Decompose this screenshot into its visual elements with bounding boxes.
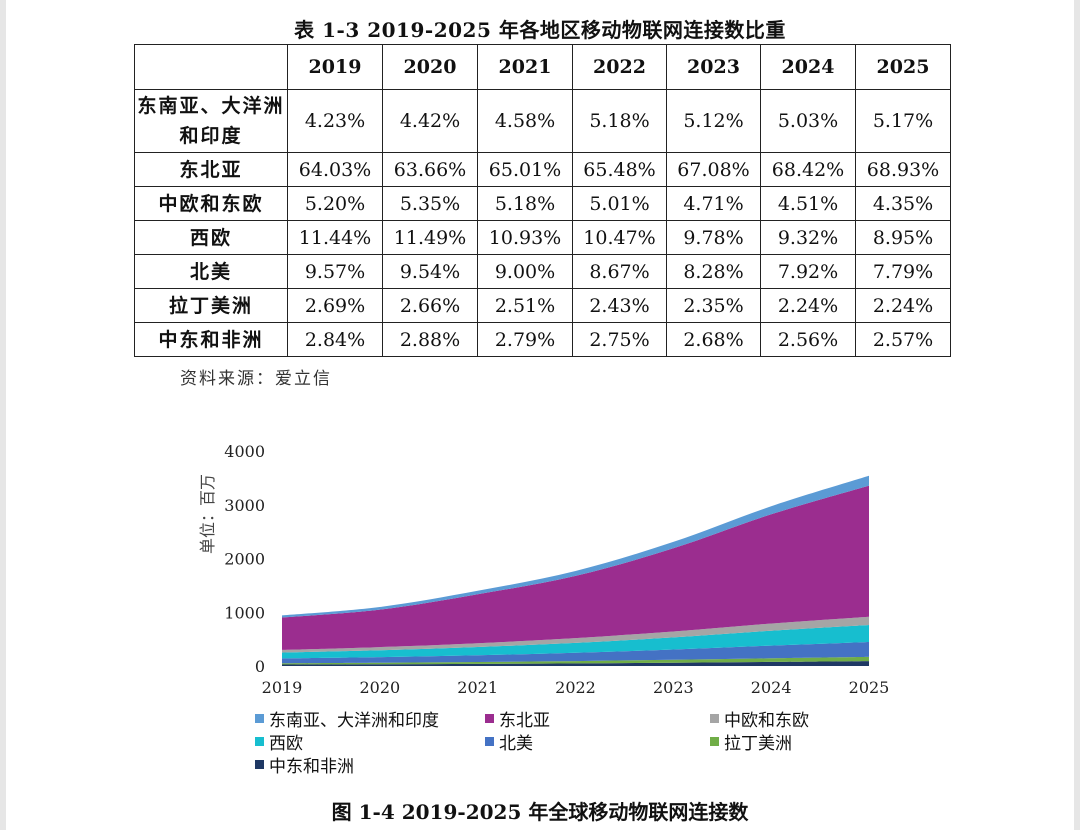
x-tick-label: 2021 [457,678,498,697]
value-cell: 67.08% [666,152,761,187]
value-cell: 63.66% [382,152,478,187]
value-cell: 5.18% [477,186,573,221]
legend-swatch [710,737,719,746]
region-cell: 西欧 [134,220,288,255]
value-cell: 2.43% [572,288,667,323]
legend-swatch [710,714,719,723]
value-cell: 5.17% [855,89,951,153]
table-row: 北美 9.57% 9.54% 9.00% 8.67% 8.28% 7.92% 7… [134,254,951,289]
table-source-note: 资料来源：爱立信 [180,369,332,389]
value-cell: 2.68% [666,322,761,357]
area-series [282,656,869,665]
table-row: 东南亚、大洋洲和印度 4.23% 4.42% 4.58% 5.18% 5.12%… [134,89,951,153]
value-cell: 2.79% [477,322,573,357]
value-cell: 5.18% [572,89,667,153]
value-cell: 11.49% [382,220,478,255]
table-header-cell: 2019 [287,44,383,90]
x-tick-label: 2023 [653,678,694,697]
value-cell: 10.93% [477,220,573,255]
legend-swatch [255,737,264,746]
value-cell: 2.75% [572,322,667,357]
legend-item: 拉丁美洲 [710,729,792,754]
y-tick-label: 4000 [224,442,265,461]
value-cell: 4.23% [287,89,383,153]
value-cell: 2.24% [855,288,951,323]
value-cell: 8.95% [855,220,951,255]
value-cell: 2.69% [287,288,383,323]
area-series [282,485,869,650]
x-tick-label: 2022 [555,678,596,697]
x-tick-label: 2025 [849,678,890,697]
value-cell: 68.42% [760,152,856,187]
value-cell: 2.56% [760,322,856,357]
legend-label: 西欧 [269,734,303,754]
area-series [282,616,869,653]
area-series [282,661,869,666]
legend-label: 北美 [499,734,533,754]
page-edge-right [1074,0,1080,830]
table-row: 中东和非洲 2.84% 2.88% 2.79% 2.75% 2.68% 2.56… [134,322,951,357]
legend-item: 中东和非洲 [255,752,354,777]
value-cell: 2.88% [382,322,478,357]
value-cell: 5.03% [760,89,856,153]
table-row: 东北亚 64.03% 63.66% 65.01% 65.48% 67.08% 6… [134,152,951,187]
table-header-cell: 2021 [477,44,573,90]
legend-item: 东北亚 [485,706,550,731]
area-series [282,642,869,664]
legend-swatch [485,737,494,746]
value-cell: 2.24% [760,288,856,323]
value-cell: 65.48% [572,152,667,187]
legend-label: 东北亚 [499,711,550,731]
value-cell: 2.84% [287,322,383,357]
page-edge-left [0,0,6,830]
region-cell: 中东和非洲 [134,322,288,357]
table-title: 表 1-3 2019-2025 年各地区移动物联网连接数比重 [294,18,786,42]
table-header-cell: 2023 [666,44,761,90]
y-axis-label: 单位：百万 [198,474,217,554]
y-tick-label: 2000 [224,550,265,569]
legend-label: 中欧和东欧 [724,711,809,731]
value-cell: 9.78% [666,220,761,255]
chart-title: 图 1-4 2019-2025 年全球移动物联网连接数 [331,800,749,824]
legend-item: 北美 [485,729,533,754]
y-tick-label: 1000 [224,603,265,622]
value-cell: 5.01% [572,186,667,221]
value-cell: 8.28% [666,254,761,289]
legend-label: 拉丁美洲 [724,734,792,754]
value-cell: 4.51% [760,186,856,221]
legend-swatch [485,714,494,723]
x-tick-label: 2024 [751,678,792,697]
x-tick-label: 2019 [262,678,303,697]
table-header-row: 2019 2020 2021 2022 2023 2024 2025 [134,44,951,90]
legend-item: 西欧 [255,729,303,754]
area-series [282,625,869,659]
table-header-cell: 2022 [572,44,667,90]
legend-label: 中东和非洲 [269,757,354,777]
region-share-table: 2019 2020 2021 2022 2023 2024 2025 东南亚、大… [134,44,951,357]
value-cell: 5.35% [382,186,478,221]
legend-swatch [255,714,264,723]
value-cell: 5.12% [666,89,761,153]
value-cell: 4.71% [666,186,761,221]
x-tick-label: 2020 [359,678,400,697]
legend-item: 东南亚、大洋洲和印度 [255,706,439,731]
value-cell: 7.79% [855,254,951,289]
region-cell: 拉丁美洲 [134,288,288,323]
legend-label: 东南亚、大洋洲和印度 [269,711,439,731]
value-cell: 11.44% [287,220,383,255]
legend-swatch [255,760,264,769]
y-tick-label: 0 [255,657,265,676]
connections-area-chart: 0 1000 2000 3000 4000 单位：百万 2019 2020 2021 2022 20… [198,442,890,697]
value-cell: 2.57% [855,322,951,357]
y-tick-label: 3000 [224,496,265,515]
legend-item: 中欧和东欧 [710,706,809,731]
value-cell: 9.00% [477,254,573,289]
value-cell: 65.01% [477,152,573,187]
